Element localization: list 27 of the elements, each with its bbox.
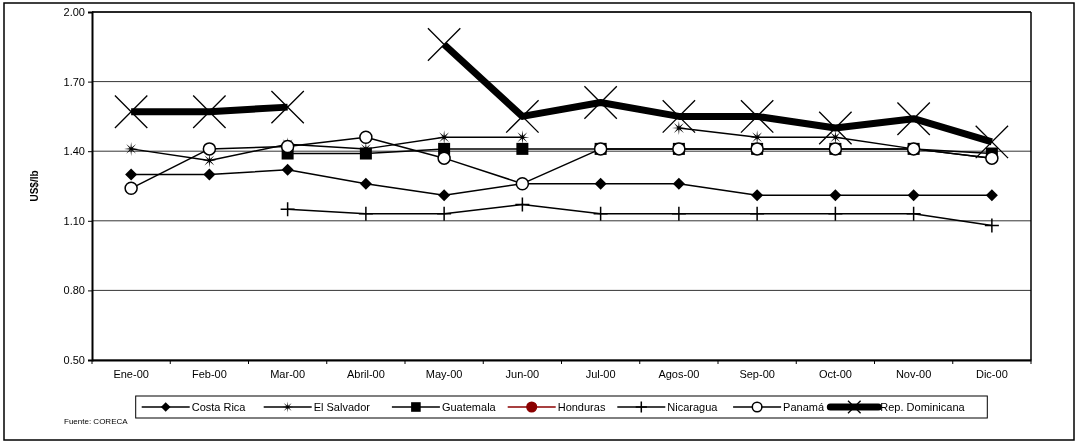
x-tick-label: Sep-00	[739, 368, 775, 381]
y-tick-label: 1.70	[63, 75, 85, 88]
legend-label: Honduras	[557, 401, 606, 413]
x-tick-label: Ene-00	[113, 368, 149, 381]
x-tick-label: Feb-00	[191, 368, 227, 381]
legend-label: Guatemala	[441, 401, 497, 413]
x-tick-label: Oct-00	[818, 368, 852, 381]
legend-label: Costa Rica	[191, 401, 247, 413]
legend-label: Nicaragua	[667, 401, 719, 413]
y-tick-label: 2.00	[63, 6, 85, 19]
y-tick-label: 1.10	[63, 214, 85, 227]
y-tick-label: 0.80	[63, 284, 85, 297]
x-tick-label: May-00	[425, 368, 463, 381]
x-tick-label: Agos-00	[658, 368, 700, 381]
x-tick-label: Jun-00	[505, 368, 540, 381]
y-axis-title: US$/lb	[29, 170, 40, 202]
x-tick-label: Jul-00	[585, 368, 616, 381]
legend-label: Panamá	[783, 401, 825, 413]
x-tick-label: Nov-00	[895, 368, 932, 381]
y-tick-label: 1.40	[63, 145, 85, 158]
source-note: Fuente: CORECA	[64, 417, 129, 426]
legend-label: Rep. Dominicana	[880, 401, 966, 413]
x-tick-label: Mar-00	[270, 368, 306, 381]
y-tick-label: 0.50	[63, 354, 85, 367]
legend-label: El Salvador	[313, 401, 371, 413]
x-tick-label: Abril-00	[346, 368, 385, 381]
x-tick-label: Dic-00	[975, 368, 1008, 381]
